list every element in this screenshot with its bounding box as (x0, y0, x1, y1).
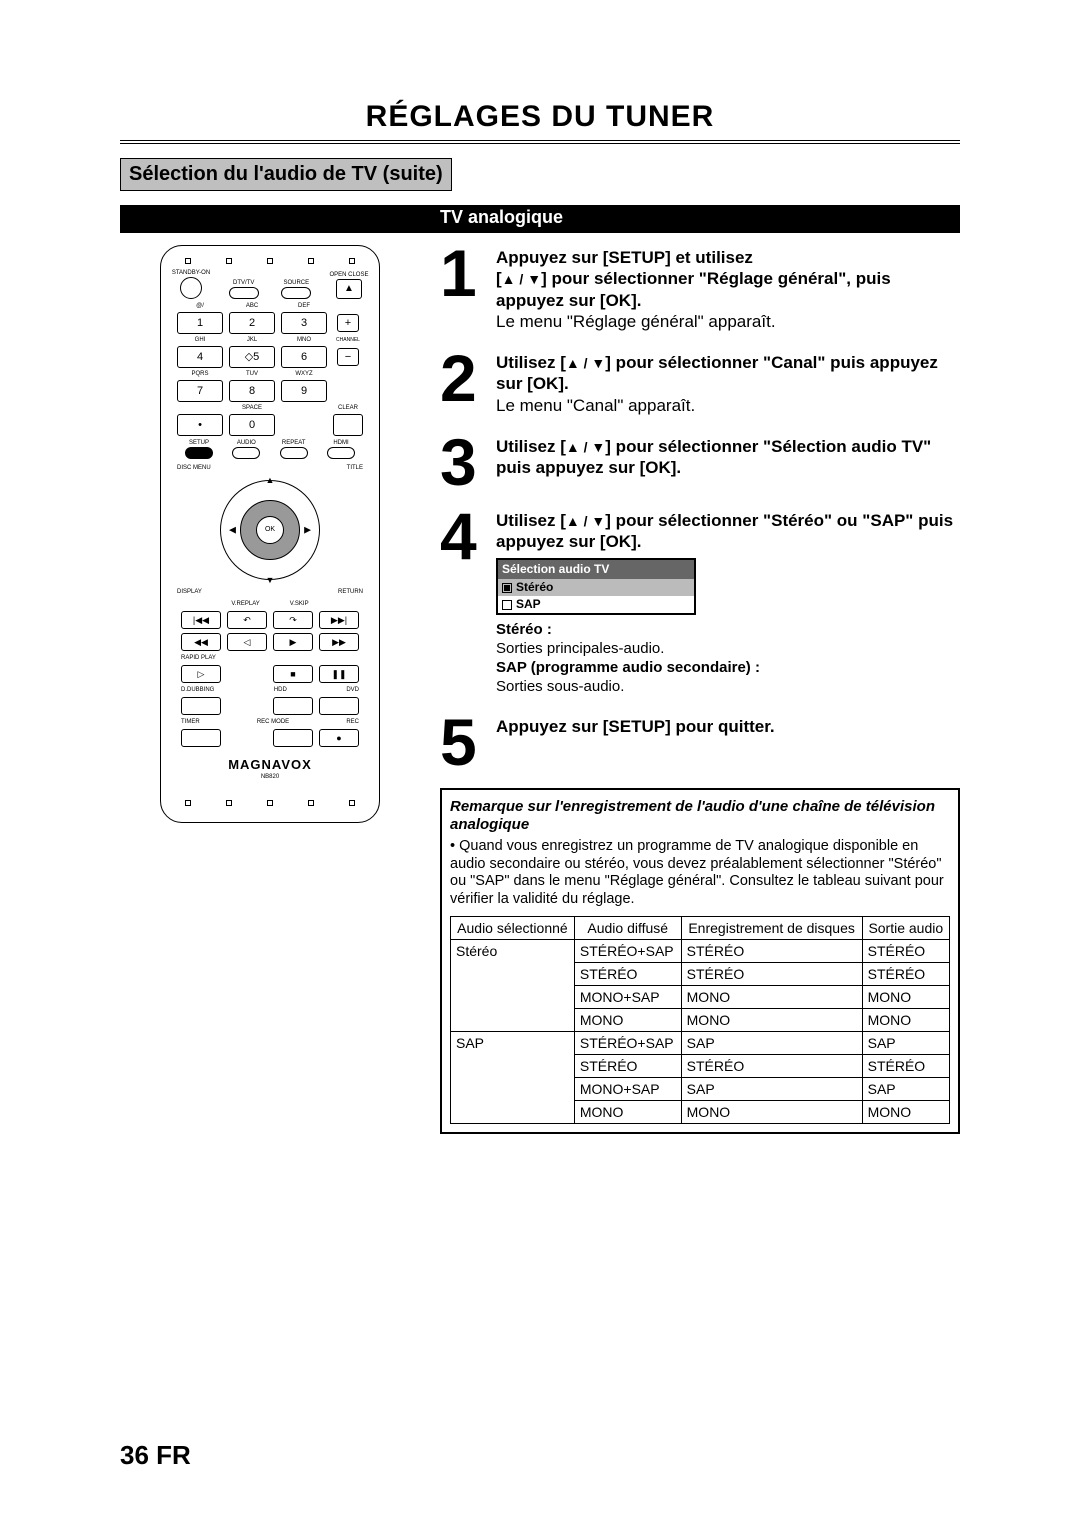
hdmi-button[interactable] (327, 447, 355, 459)
num-0[interactable]: 0 (229, 414, 275, 436)
step-5: 5 Appuyez sur [SETUP] pour quitter. (440, 714, 960, 770)
num-7[interactable]: 7 (177, 380, 223, 402)
recmode-button[interactable] (273, 729, 313, 747)
num-5[interactable]: ◇5 (229, 346, 275, 368)
channel-down[interactable]: − (337, 348, 359, 366)
definitions: Stéréo : Sorties principales-audio. SAP … (496, 621, 960, 696)
open-close-button[interactable]: ▲ (336, 279, 362, 299)
vreplay-button[interactable]: ↶ (227, 611, 267, 629)
num-1[interactable]: 1 (177, 312, 223, 334)
page: RÉGLAGES DU TUNER Sélection du l'audio d… (120, 100, 960, 1134)
menu-title: Sélection audio TV (498, 560, 694, 579)
rapid-button[interactable]: ▷ (181, 665, 221, 683)
num-6[interactable]: 6 (281, 346, 327, 368)
audio-button[interactable] (232, 447, 260, 459)
menu-option-sap[interactable]: SAP (498, 596, 694, 613)
table-header: Sortie audio (862, 917, 949, 940)
pause-button[interactable]: ❚❚ (319, 665, 359, 683)
remark-box: Remarque sur l'enregistrement de l'audio… (440, 788, 960, 1134)
step-1: 1 Appuyez sur [SETUP] et utilisez [▲ / ▼… (440, 245, 960, 332)
setup-button[interactable] (185, 447, 213, 459)
remote-column: STANDBY-ON DTV/TV SOURCE OPEN CLOSE▲ @/ … (120, 245, 420, 1134)
repeat-button[interactable] (280, 447, 308, 459)
ok-button[interactable]: OK (256, 516, 284, 544)
standby-button[interactable] (180, 277, 202, 299)
slow-button[interactable]: ◁ (227, 633, 267, 651)
audio-table: Audio sélectionnéAudio diffuséEnregistre… (450, 916, 950, 1124)
step-2: 2 Utilisez [▲ / ▼] pour sélectionner "Ca… (440, 350, 960, 416)
brand-logo: MAGNAVOX (171, 757, 369, 772)
next-button[interactable]: ▶▶| (319, 611, 359, 629)
steps-column: 1 Appuyez sur [SETUP] et utilisez [▲ / ▼… (420, 245, 960, 1134)
num-2[interactable]: 2 (229, 312, 275, 334)
dvd-button[interactable] (319, 697, 359, 715)
rew-button[interactable]: ◀◀ (181, 633, 221, 651)
step-4: 4 Utilisez [▲ / ▼] pour sélectionner "St… (440, 508, 960, 697)
timer-button[interactable] (181, 729, 221, 747)
ffwd-button[interactable]: ▶▶ (319, 633, 359, 651)
table-header: Enregistrement de disques (681, 917, 862, 940)
stop-button[interactable]: ■ (273, 665, 313, 683)
num-4[interactable]: 4 (177, 346, 223, 368)
channel-up[interactable]: + (337, 314, 359, 332)
tv-analog-bar: TV analogique (120, 205, 960, 233)
num-3[interactable]: 3 (281, 312, 327, 334)
dubbing-button[interactable] (181, 697, 221, 715)
table-header: Audio diffusé (574, 917, 681, 940)
menu-box: Sélection audio TV Stéréo SAP (496, 558, 696, 615)
hdd-button[interactable] (273, 697, 313, 715)
menu-option-stereo[interactable]: Stéréo (498, 579, 694, 596)
page-title: RÉGLAGES DU TUNER (120, 100, 960, 140)
source-button[interactable] (281, 287, 311, 299)
table-row: SAPSTÉRÉO+SAPSAPSAP (451, 1032, 950, 1055)
num-dot[interactable]: • (177, 414, 223, 436)
play-button[interactable]: ▶ (273, 633, 313, 651)
table-header: Audio sélectionné (451, 917, 575, 940)
num-8[interactable]: 8 (229, 380, 275, 402)
step-3: 3 Utilisez [▲ / ▼] pour sélectionner "Sé… (440, 434, 960, 490)
rec-button[interactable]: ● (319, 729, 359, 747)
dtv-button[interactable] (229, 287, 259, 299)
page-number: 36 FR (120, 1440, 191, 1471)
vskip-button[interactable]: ↷ (273, 611, 313, 629)
table-row: StéréoSTÉRÉO+SAPSTÉRÉOSTÉRÉO (451, 940, 950, 963)
num-9[interactable]: 9 (281, 380, 327, 402)
prev-button[interactable]: |◀◀ (181, 611, 221, 629)
remote-control: STANDBY-ON DTV/TV SOURCE OPEN CLOSE▲ @/ … (160, 245, 380, 823)
tv-analog-label: TV analogique (440, 207, 563, 228)
section-subtitle: Sélection du l'audio de TV (suite) (120, 158, 452, 191)
clear-button[interactable] (333, 414, 363, 436)
